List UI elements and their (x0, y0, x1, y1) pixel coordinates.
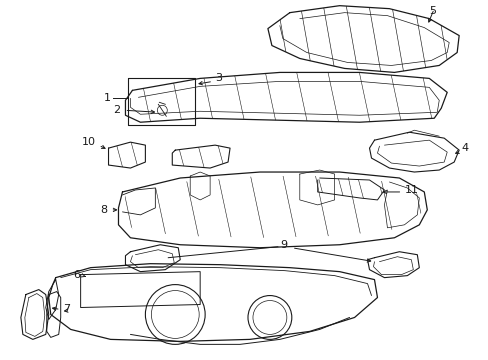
Text: 10: 10 (81, 137, 95, 147)
Text: 6: 6 (74, 270, 81, 280)
Text: 2: 2 (113, 105, 120, 115)
Text: 5: 5 (428, 6, 435, 16)
Text: 8: 8 (100, 205, 107, 215)
Text: 11: 11 (404, 185, 418, 195)
Text: 3: 3 (215, 73, 222, 84)
Text: 7: 7 (62, 305, 70, 315)
Text: 1: 1 (103, 93, 110, 103)
Text: 9: 9 (279, 240, 286, 250)
Text: 4: 4 (460, 143, 468, 153)
